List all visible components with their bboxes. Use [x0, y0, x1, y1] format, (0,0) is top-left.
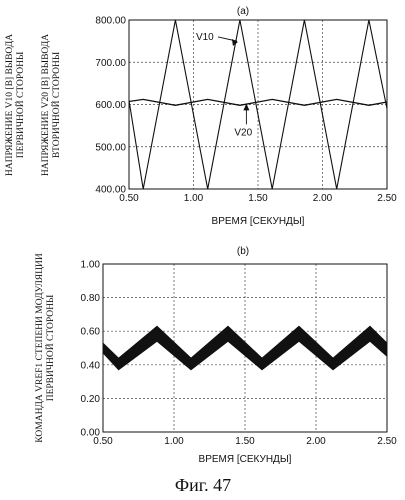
- chart-b-xlabel: ВРЕМЯ [СЕКУНДЫ]: [199, 454, 292, 465]
- chart-b: (b) 0.000.200.400.600.801.00 0.501.001.5…: [35, 246, 397, 465]
- chart-a-yticks: 400.00500.00600.00700.00800.00: [95, 16, 126, 196]
- chart-a: (a) 400.00500.00600.00700.00800.00 0.501…: [5, 6, 397, 227]
- chart-b-xtick-label: 1.50: [235, 436, 255, 447]
- chart-a-xtick-label: 2.50: [377, 193, 397, 204]
- chart-b-yticks: 0.000.200.400.600.801.00: [81, 260, 101, 439]
- chart-b-xtick-label: 2.50: [377, 436, 397, 447]
- panel-a-label: (a): [237, 6, 249, 17]
- chart-b-ytick-label: 0.60: [81, 327, 101, 338]
- chart-b-ytick-label: 0.40: [81, 360, 101, 371]
- chart-a-xticks: 0.50 1.00 1.50 2.00 2.50: [119, 193, 397, 204]
- chart-a-ytick-label: 500.00: [95, 142, 126, 153]
- chart-a-xtick-label: 1.50: [248, 193, 268, 204]
- chart-b-xtick-label: 2.00: [306, 436, 326, 447]
- chart-b-ytick-label: 0.20: [81, 394, 101, 405]
- v10-annotation-label: V10: [196, 32, 214, 43]
- chart-b-ylabel-2: ПЕРВИЧНОЙ СТОРОНЫ: [44, 295, 56, 402]
- chart-b-xtick-label: 0.50: [93, 436, 113, 447]
- chart-a-xtick-label: 1.00: [184, 193, 204, 204]
- v20-annotation-label: V20: [234, 127, 252, 138]
- chart-a-annotations: V10 V20: [196, 32, 253, 138]
- chart-b-ytick-label: 0.80: [81, 293, 101, 304]
- chart-a-ytick-label: 700.00: [95, 58, 126, 69]
- chart-a-ylabel-inner-1: НАПРЯЖЕНИЕ V20 [В] ВЫВОДА: [41, 34, 51, 176]
- chart-b-ylabel-1: КОМАНДА VREF1 СТЕПЕНИ МОДУЛЯЦИИ: [35, 253, 45, 443]
- chart-a-ytick-label: 800.00: [95, 16, 126, 27]
- figure-caption: Фиг. 47: [175, 475, 231, 495]
- chart-a-ytick-label: 600.00: [95, 100, 126, 111]
- chart-a-xtick-label: 0.50: [119, 193, 139, 204]
- chart-a-ylabel-inner-2: ВТОРИЧНОЙ СТОРОНЫ: [50, 52, 62, 158]
- panel-b-label: (b): [237, 246, 249, 257]
- chart-b-ytick-label: 1.00: [81, 260, 101, 271]
- chart-a-ylabel-outer-2: ПЕРВИЧНОЙ СТОРОНЫ: [14, 52, 26, 159]
- chart-b-xtick-label: 1.00: [164, 436, 184, 447]
- chart-a-xtick-label: 2.00: [313, 193, 333, 204]
- chart-a-xlabel: ВРЕМЯ [СЕКУНДЫ]: [212, 216, 305, 227]
- chart-a-ylabel-outer-1: НАПРЯЖЕНИЕ V10 [В] ВЫВОДА: [5, 34, 15, 176]
- chart-b-xticks: 0.50 1.00 1.50 2.00 2.50: [93, 436, 397, 447]
